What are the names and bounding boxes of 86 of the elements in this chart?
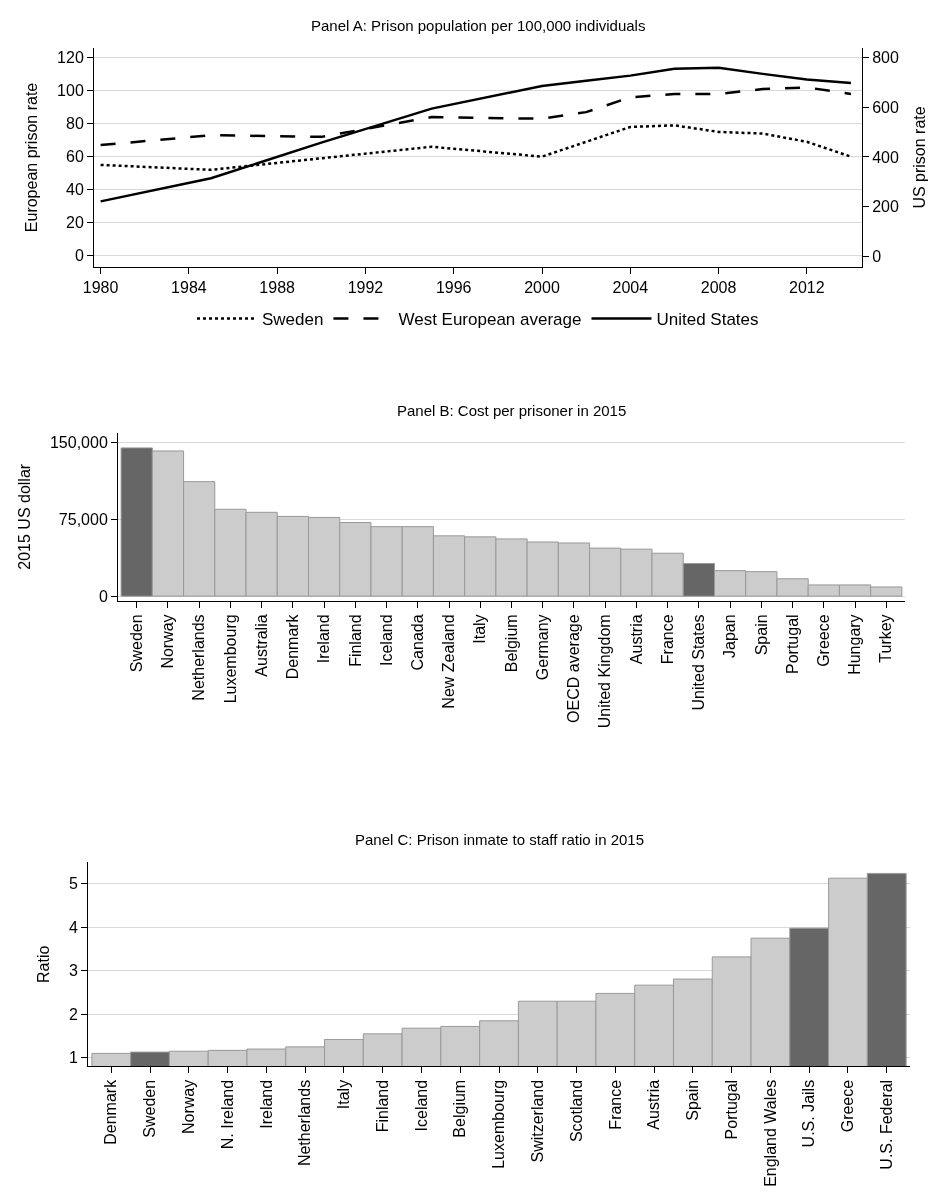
x-tick-label: Spain	[684, 1079, 702, 1121]
x-tick-label: Italy	[335, 1079, 353, 1110]
y-tick-label: 5	[68, 875, 78, 893]
x-tick-label: 1988	[259, 279, 296, 297]
x-tick-label: Luxembourg	[221, 614, 239, 704]
y-tick-label: 150,000	[49, 434, 108, 452]
x-tick-label: 1992	[347, 279, 384, 297]
x-tick-label: Hungary	[846, 614, 864, 675]
x-tick-label: France	[606, 1079, 624, 1130]
x-tick-label: Germany	[533, 614, 551, 681]
x-tick-label: Belgium	[502, 614, 520, 673]
x-tick-label: Ireland	[257, 1079, 275, 1129]
y2-tick-label: 200	[872, 198, 899, 216]
x-tick-label: Luxembourg	[490, 1079, 508, 1169]
y2-tick-label: 800	[872, 49, 899, 67]
x-tick-label: Finland	[373, 1079, 391, 1133]
x-tick-label: 2012	[789, 279, 825, 297]
y-tick-label: 0	[98, 587, 108, 605]
x-tick-label: 2008	[700, 279, 737, 297]
y-tick-label: 0	[74, 247, 84, 265]
x-tick-label: Australia	[252, 614, 270, 677]
x-tick-label: England Wales	[761, 1079, 779, 1187]
x-tick-label: 1984	[171, 279, 207, 297]
y-tick-label: 20	[66, 214, 84, 232]
x-tick-label: Sweden	[127, 614, 145, 673]
y-tick-label: 80	[66, 115, 84, 133]
x-tick-label: Portugal	[783, 614, 801, 674]
y-axis-title: 2015 US dollar	[15, 463, 33, 570]
x-tick-label: Italy	[471, 614, 489, 644]
x-tick-label: U.S. Federal	[877, 1079, 895, 1170]
y-tick-label: 2	[68, 1005, 78, 1023]
x-tick-label: Austria	[627, 614, 645, 665]
x-tick-label: New Zealand	[440, 614, 458, 709]
x-tick-label: Netherlands	[296, 1079, 314, 1167]
y2-tick-label: 600	[872, 98, 899, 116]
y-axis-title: European prison rate	[23, 82, 40, 233]
x-tick-label: Switzerland	[528, 1079, 546, 1163]
legend-label: West European average	[398, 310, 582, 330]
x-tick-label: Netherlands	[190, 614, 208, 701]
y-tick-label: 4	[68, 918, 78, 936]
line-series	[99, 66, 853, 203]
x-tick-label: Austria	[645, 1079, 663, 1130]
x-tick-label: Sweden	[141, 1079, 159, 1138]
chart-title: Panel C: Prison inmate to staff ratio in 2015	[355, 831, 645, 848]
x-tick-label: Denmark	[284, 613, 302, 680]
y-tick-label: 3	[68, 962, 78, 980]
y-tick-label: 60	[66, 148, 84, 166]
x-tick-label: Turkey	[877, 614, 895, 663]
x-tick-label: Portugal	[722, 1079, 740, 1140]
x-tick-label: United States	[690, 614, 708, 711]
y2-tick-label: 0	[872, 247, 882, 265]
x-tick-label: 2000	[524, 279, 560, 297]
x-tick-label: Denmark	[102, 1078, 120, 1145]
x-tick-label: United Kingdom	[596, 614, 614, 729]
x-tick-label: Iceland	[377, 614, 395, 666]
y-axis-title: Ratio	[34, 945, 52, 983]
x-tick-label: Belgium	[451, 1079, 469, 1138]
y-tick-label: 100	[57, 82, 84, 100]
chart-title: Panel B: Cost per prisoner in 2015	[397, 402, 627, 419]
legend-label: United States	[656, 310, 759, 330]
x-tick-label: Finland	[346, 614, 364, 667]
x-tick-label: France	[658, 614, 676, 665]
x-tick-label: 1996	[435, 279, 472, 297]
x-tick-label: 1980	[82, 279, 119, 297]
y2-axis-title: US prison rate	[910, 106, 928, 209]
y-tick-label: 120	[57, 49, 84, 67]
x-tick-label: Iceland	[412, 1079, 430, 1132]
legend-label: Sweden	[262, 310, 324, 330]
x-tick-label: OECD average	[565, 614, 583, 723]
x-tick-label: Greece	[815, 614, 832, 667]
x-tick-label: Norway	[159, 614, 177, 669]
x-tick-label: N. Ireland	[218, 1079, 236, 1150]
x-tick-label: Norway	[180, 1079, 198, 1135]
x-tick-label: 2004	[612, 279, 649, 297]
x-tick-label: Ireland	[315, 614, 333, 664]
y-tick-label: 40	[66, 181, 84, 199]
x-tick-label: Canada	[409, 614, 427, 671]
x-tick-label: Scotland	[567, 1079, 585, 1143]
x-tick-label: Greece	[839, 1079, 857, 1133]
x-tick-label: Spain	[752, 614, 770, 656]
y2-tick-label: 400	[872, 148, 899, 166]
x-tick-label: U.S. Jails	[800, 1079, 818, 1148]
y-tick-label: 75,000	[58, 511, 108, 529]
y-tick-label: 1	[68, 1049, 78, 1067]
chart-title: Panel A: Prison population per 100,000 individuals	[311, 17, 646, 34]
x-tick-label: Japan	[721, 614, 739, 658]
